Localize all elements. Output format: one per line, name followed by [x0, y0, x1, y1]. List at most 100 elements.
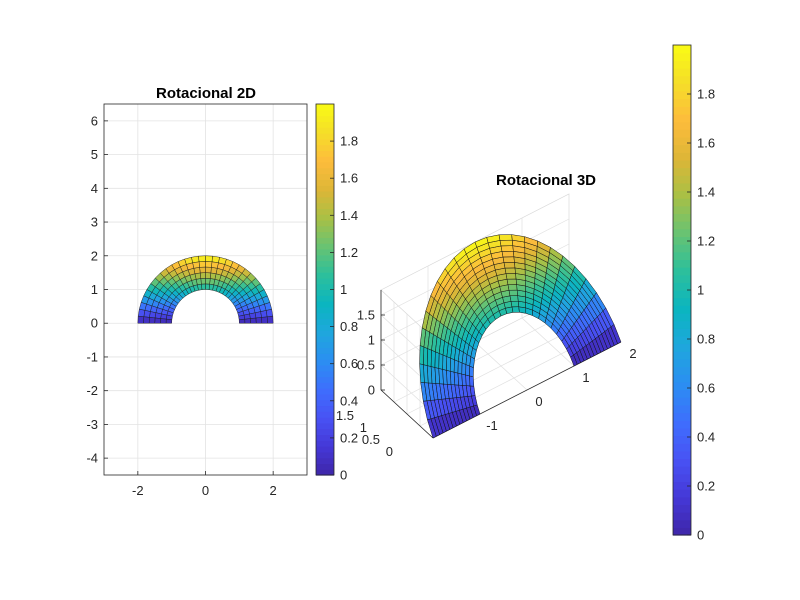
colorbar-stripe: [316, 393, 334, 401]
colorbar-stripe: [316, 295, 334, 302]
colorbar-stripe: [316, 138, 334, 146]
x-tick-label: 2: [270, 483, 277, 498]
colorbar-stripe: [673, 366, 691, 375]
colorbar-stripe: [316, 179, 334, 186]
colorbar-stripe: [673, 167, 691, 176]
surface-3d-cell: [593, 292, 607, 312]
colorbar-stripe: [673, 198, 691, 207]
colorbar-stripe: [673, 136, 691, 146]
axis-3d-line: [380, 389, 434, 439]
colorbar-stripe: [673, 351, 691, 360]
colorbar-stripe: [673, 312, 691, 322]
colorbar-tick-label: 1.8: [697, 87, 715, 102]
colorbar-stripe: [316, 277, 334, 285]
colorbar-stripe: [673, 282, 691, 291]
colorbar-stripe: [673, 45, 691, 54]
colorbar-stripe: [316, 260, 334, 267]
colorbar-stripe: [316, 376, 334, 383]
colorbar-2d-gradient: [316, 104, 334, 476]
surface-2d-cell: [209, 272, 217, 280]
colorbar-stripe: [673, 527, 691, 536]
colorbar-stripe: [673, 52, 691, 61]
colorbar-stripe: [316, 289, 334, 296]
colorbar-stripe: [673, 473, 691, 483]
surface-3d-cell: [499, 239, 514, 247]
colorbar-tick-label: 0.2: [340, 430, 358, 445]
surface-3d-cell: [511, 306, 520, 313]
colorbar-stripe: [673, 60, 691, 69]
colorbar-stripe: [316, 248, 334, 256]
colorbar-stripe: [316, 353, 334, 360]
colorbar-stripe: [316, 104, 334, 111]
colorbar-stripe: [316, 388, 334, 395]
colorbar-stripe: [673, 297, 691, 306]
colorbar-stripe: [673, 519, 691, 528]
colorbar-stripe: [673, 458, 691, 467]
y-tick-label: -2: [86, 383, 98, 398]
surface-3d-cell: [506, 278, 517, 285]
colorbar-stripe: [316, 359, 334, 366]
colorbar-stripe: [673, 236, 691, 245]
surface-2d-cell: [143, 316, 150, 324]
z-tick-label: 1: [368, 333, 375, 348]
y-tick-label: 1: [91, 282, 98, 297]
colorbar-stripe: [316, 115, 334, 122]
colorbar-2d: 1.8 1.6 1.4 1.2 1 0.8 0.6 0.4 0.2 0: [315, 103, 358, 483]
surface-3d-cell: [423, 346, 428, 366]
colorbar-stripe: [316, 219, 334, 227]
colorbar-stripe: [673, 244, 691, 253]
colorbar-stripe: [673, 381, 691, 391]
plot-2d-surface: [137, 255, 274, 324]
plot-3d-title: Rotacional 3D: [496, 172, 596, 189]
surface-3d-cell: [427, 348, 432, 367]
colorbar-stripe: [673, 190, 691, 199]
surface-3d-cell: [503, 262, 516, 269]
surface-3d-cell: [450, 357, 455, 373]
colorbar-stripe: [673, 221, 691, 230]
colorbar-stripe: [316, 132, 334, 140]
y-tick-label-3d: 1.5: [336, 408, 354, 423]
plot-2d-x-ticks: -2 0 2: [132, 471, 277, 498]
colorbar-stripe: [673, 267, 691, 276]
colorbar-stripe: [316, 156, 334, 163]
surface-2d-cell: [165, 318, 173, 324]
y-tick-label-3d: 0: [386, 444, 393, 459]
colorbar-stripe: [673, 335, 691, 345]
colorbar-stripe: [673, 67, 691, 77]
colorbar-stripe: [673, 489, 691, 498]
surface-3d-cell: [504, 267, 516, 274]
surface-3d-cell: [457, 361, 463, 375]
colorbar-3d: 1.8 1.6 1.4 1.2 1 0.8 0.6 0.4 0.2 0: [672, 44, 715, 543]
colorbar-stripe: [316, 399, 334, 407]
surface-2d-cell: [198, 255, 206, 262]
colorbar-stripe: [316, 254, 334, 262]
surface-3d-cell: [507, 284, 518, 291]
surface-2d-cell: [250, 317, 257, 324]
colorbar-stripe: [673, 374, 691, 383]
y-tick-label: -3: [86, 417, 98, 432]
colorbar-stripe: [673, 504, 691, 513]
colorbar-stripe: [316, 440, 334, 447]
surface-2d-cell: [255, 317, 263, 324]
colorbar-stripe: [673, 98, 691, 107]
colorbar-stripe: [316, 364, 334, 372]
colorbar-stripe: [316, 335, 334, 343]
x-tick-label: -2: [132, 483, 144, 498]
surface-2d-cell: [148, 317, 156, 324]
y-tick-label: 5: [91, 147, 98, 162]
colorbar-stripe: [316, 150, 334, 157]
x-tick-label-3d: 2: [629, 346, 636, 361]
colorbar-tick-label: 1.8: [340, 134, 358, 149]
colorbar-stripe: [316, 434, 334, 441]
colorbar-stripe: [316, 417, 334, 424]
z-tick-label: 0.5: [357, 358, 375, 373]
colorbar-stripe: [673, 144, 691, 153]
colorbar-stripe: [673, 213, 691, 222]
surface-3d-cell: [509, 295, 519, 302]
colorbar-tick-label: 0.2: [697, 479, 715, 494]
colorbar-stripe: [316, 370, 334, 378]
surface-2d-cell: [205, 283, 210, 290]
colorbar-stripe: [673, 389, 691, 398]
colorbar-stripe: [316, 318, 334, 325]
colorbar-tick-label: 1.4: [340, 208, 358, 223]
